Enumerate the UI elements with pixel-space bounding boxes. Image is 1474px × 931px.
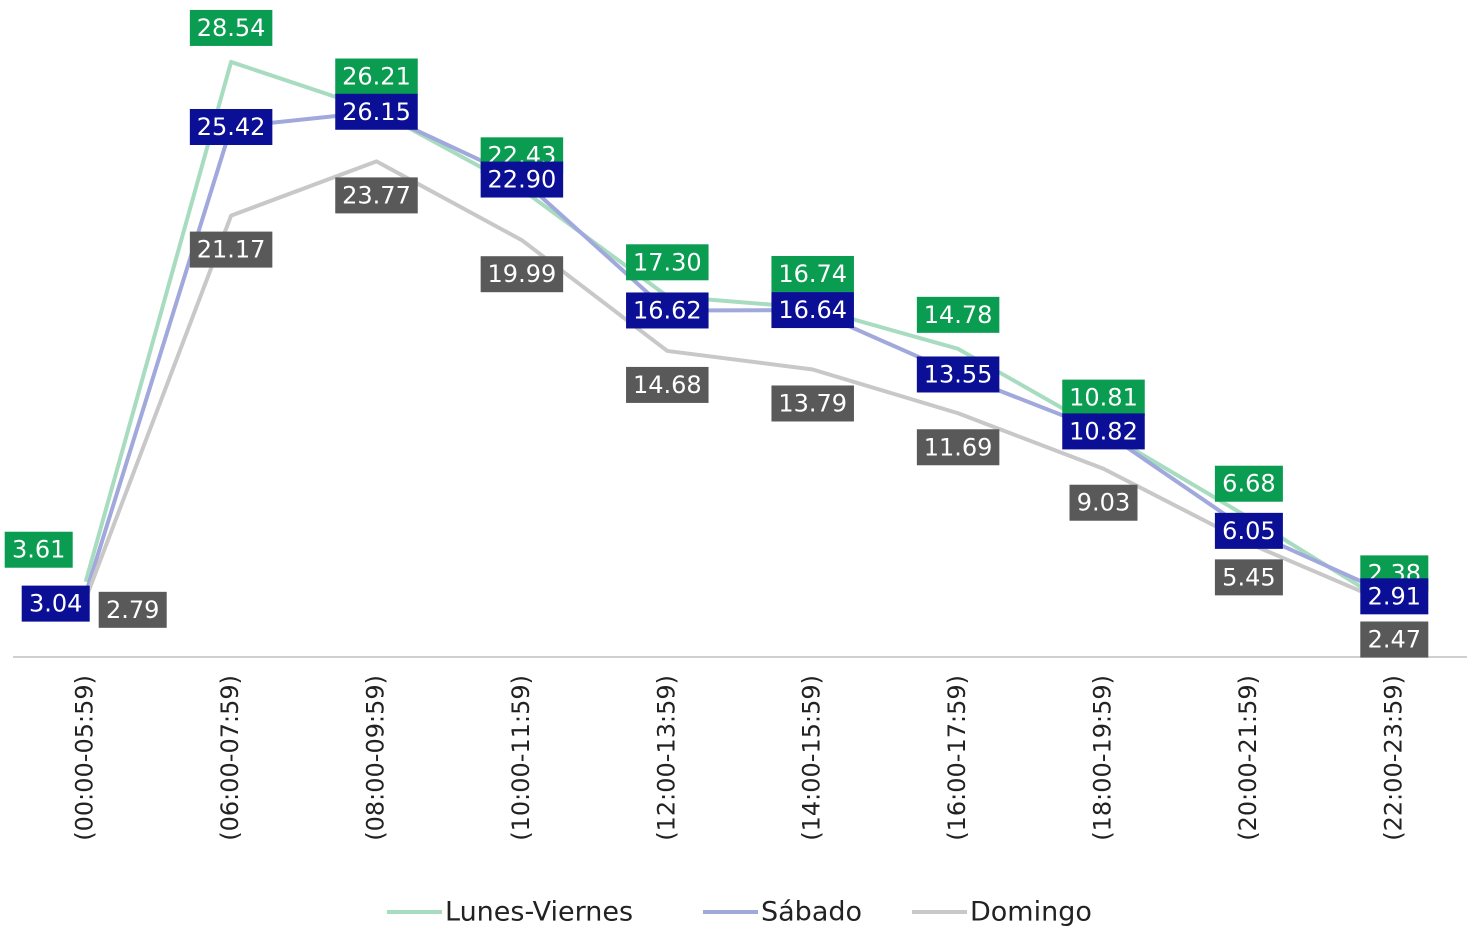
data-label-box xyxy=(916,429,1000,466)
data-label-box xyxy=(626,292,709,329)
x-tick-label: (20:00-21:59) xyxy=(1234,675,1262,841)
data-label-box xyxy=(335,93,418,130)
x-tick-label: (10:00-11:59) xyxy=(507,675,535,841)
data-label-box xyxy=(4,531,73,568)
data-label-box xyxy=(771,255,854,292)
series-line xyxy=(83,159,1396,608)
data-label: 13.55 xyxy=(924,360,993,388)
data-label: 5.45 xyxy=(1222,563,1275,591)
data-label: 16.62 xyxy=(633,296,702,324)
data-label: 22.90 xyxy=(488,166,557,194)
x-tick-label: (06:00-07:59) xyxy=(216,675,244,841)
data-label: 13.79 xyxy=(778,389,847,417)
data-label: 19.99 xyxy=(488,260,557,288)
data-label: 3.04 xyxy=(29,590,82,618)
legend-label: Lunes-Viernes xyxy=(445,897,633,928)
data-label-box xyxy=(1214,559,1283,596)
x-tick-label: (12:00-13:59) xyxy=(652,675,680,841)
data-label: 17.30 xyxy=(633,248,702,276)
data-label: 6.05 xyxy=(1222,517,1275,545)
data-label: 28.54 xyxy=(197,14,266,42)
data-label-box xyxy=(626,244,709,281)
data-label: 9.03 xyxy=(1077,489,1130,517)
data-label-box xyxy=(1062,413,1145,450)
data-label: 16.74 xyxy=(778,260,847,288)
data-label-box xyxy=(1214,465,1283,502)
data-label-box xyxy=(626,366,709,403)
x-tick-label: (08:00-09:59) xyxy=(362,675,390,841)
x-tick-label: (22:00-23:59) xyxy=(1379,675,1407,841)
data-label-box xyxy=(916,356,1000,393)
data-label: 23.77 xyxy=(342,181,411,209)
data-label: 16.64 xyxy=(778,296,847,324)
data-label-box xyxy=(771,385,854,422)
data-label-box xyxy=(1062,379,1145,416)
data-label-box xyxy=(480,161,564,198)
data-label-box xyxy=(98,591,167,628)
x-tick-label: (18:00-19:59) xyxy=(1089,675,1117,841)
data-label: 2.79 xyxy=(106,596,159,624)
data-label-box xyxy=(1069,484,1138,521)
data-label: 10.81 xyxy=(1069,384,1138,412)
legend-label: Domingo xyxy=(970,897,1092,928)
data-label-box xyxy=(480,256,564,293)
x-tick-label: (00:00-05:59) xyxy=(71,675,99,841)
data-label-box xyxy=(1360,578,1429,615)
data-label: 2.91 xyxy=(1368,582,1421,610)
data-label-box xyxy=(1214,512,1283,549)
data-label-box xyxy=(189,9,273,46)
data-label: 26.21 xyxy=(342,63,411,91)
data-label: 25.42 xyxy=(197,113,266,141)
data-label-box xyxy=(189,108,273,145)
data-label: 21.17 xyxy=(197,236,266,264)
data-label-box xyxy=(771,292,854,329)
data-label: 6.68 xyxy=(1222,470,1275,498)
data-label-box xyxy=(335,58,418,95)
data-label-box xyxy=(335,177,418,214)
data-label: 11.69 xyxy=(924,433,993,461)
x-tick-label: (16:00-17:59) xyxy=(943,675,971,841)
data-label: 3.61 xyxy=(12,536,65,564)
legend-label: Sábado xyxy=(761,897,862,928)
data-label: 2.47 xyxy=(1368,626,1421,654)
data-label-box xyxy=(21,585,90,622)
data-label: 14.78 xyxy=(924,301,993,329)
data-label: 26.15 xyxy=(342,98,411,126)
data-label: 10.82 xyxy=(1069,417,1138,445)
x-tick-label: (14:00-15:59) xyxy=(798,675,826,841)
data-label-box xyxy=(189,231,273,268)
data-label: 14.68 xyxy=(633,371,702,399)
series-line xyxy=(83,109,1396,599)
series-line xyxy=(83,59,1396,610)
data-label-box xyxy=(1360,621,1429,658)
data-label-box xyxy=(916,296,1000,333)
